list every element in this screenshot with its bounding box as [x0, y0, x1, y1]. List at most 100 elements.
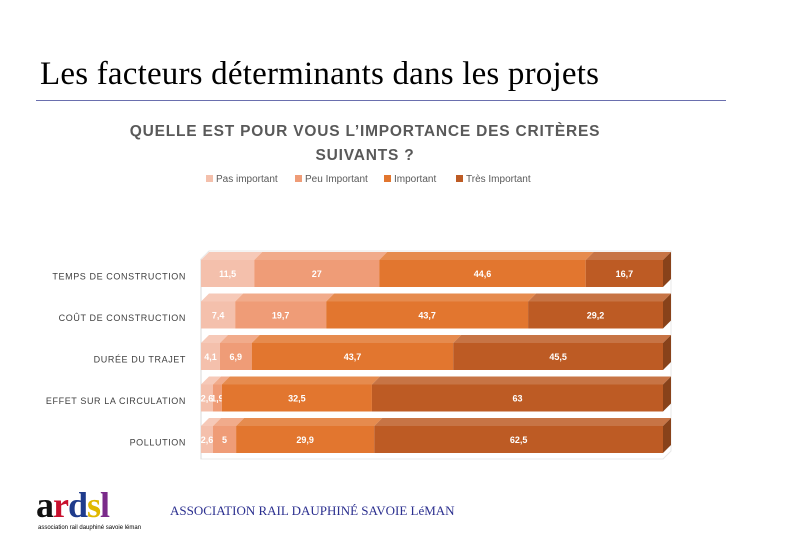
bar-top: [254, 252, 388, 260]
bar-segment-1-2: [254, 252, 388, 287]
value-label-2-1: 7,4: [212, 311, 225, 321]
bar-segment-3-2: [219, 335, 260, 370]
value-label-3-3: 43,7: [344, 352, 362, 362]
title-divider: [36, 100, 726, 101]
bar-top: [236, 418, 383, 426]
bar-segment-2-4: [528, 293, 671, 329]
value-label-4-4: 63: [512, 394, 522, 404]
value-label-5-1: 2,6: [201, 435, 214, 445]
legend-label-4: Très Important: [466, 174, 531, 185]
logo-letter-l: l: [100, 485, 110, 525]
bar-top: [201, 293, 244, 302]
bar-top: [213, 418, 245, 426]
chart-legend: Pas important Peu Important Important Très …: [206, 174, 531, 185]
ardsl-logo: ardsl: [36, 485, 110, 525]
bar-front: [201, 426, 214, 453]
bar-side: [663, 252, 671, 287]
bar-front: [221, 384, 372, 412]
value-label-5-2: 5: [222, 435, 227, 445]
bar-top: [374, 418, 671, 426]
logo-letter-d: d: [67, 485, 88, 525]
legend-swatch-4: [456, 175, 463, 182]
chart-title-line-2: SUIVANTS ?: [316, 147, 415, 164]
bar-segment-3-1: [201, 335, 228, 370]
bar-segment-2-2: [235, 293, 335, 329]
category-label-5: POLLUTION: [130, 438, 186, 448]
bar-segment-4-4: [371, 376, 671, 412]
bar-front: [585, 260, 663, 287]
bar-top: [219, 335, 260, 343]
bar-front: [201, 301, 236, 329]
category-label-4: EFFET SUR LA CIRCULATION: [46, 396, 186, 406]
bar-front: [219, 343, 252, 370]
value-label-2-4: 29,2: [587, 311, 605, 321]
logo-letter-r: r: [53, 485, 69, 525]
bar-top: [371, 376, 671, 385]
bar-top: [528, 293, 671, 302]
value-label-1-4: 16,7: [616, 269, 634, 279]
value-label-3-1: 4,1: [204, 352, 217, 362]
bar-front: [326, 301, 529, 329]
bar-segment-5-3: [236, 418, 383, 453]
bar-segment-2-1: [201, 293, 244, 329]
bar-segment-1-1: [201, 252, 263, 287]
bar-top: [326, 293, 537, 302]
bar-segment-5-4: [374, 418, 671, 453]
bar-front: [235, 301, 327, 329]
bar-front: [201, 260, 255, 287]
bar-front: [213, 384, 222, 412]
value-label-3-4: 45,5: [549, 352, 567, 362]
value-label-1-1: 11,5: [219, 269, 236, 279]
legend-label-1: Pas important: [216, 174, 278, 185]
bar-top: [453, 335, 671, 343]
bar-top: [213, 376, 230, 385]
legend-swatch-2: [295, 175, 302, 182]
bar-top: [201, 335, 228, 343]
bar-front: [453, 343, 663, 370]
bar-top: [201, 376, 222, 385]
bar-side: [663, 418, 671, 453]
bar-segment-5-1: [201, 418, 222, 453]
bar-segment-3-4: [453, 335, 671, 370]
bar-front: [201, 343, 220, 370]
bar-front: [371, 384, 663, 412]
bar-segment-5-2: [213, 418, 245, 453]
bar-front: [374, 426, 663, 453]
bar-front: [528, 301, 663, 329]
bar-front: [379, 260, 586, 287]
bar-segment-4-1: [201, 376, 222, 412]
bar-side: [663, 293, 671, 329]
value-label-4-2: 1,9: [211, 394, 224, 404]
value-label-5-4: 62,5: [510, 435, 528, 445]
bar-top: [585, 252, 671, 260]
value-label-2-3: 43,7: [418, 311, 436, 321]
bar-top: [379, 252, 594, 260]
category-label-2: COÛT DE CONSTRUCTION: [59, 313, 186, 323]
bar-front: [254, 260, 380, 287]
bar-segment-3-3: [251, 335, 462, 370]
bar-top: [235, 293, 335, 302]
bar-top: [201, 252, 263, 260]
footer: ardsl association rail dauphiné savoie l…: [0, 485, 800, 560]
value-label-4-1: 2,6: [201, 394, 214, 404]
legend-swatch-1: [206, 175, 213, 182]
bar-segment-1-3: [379, 252, 594, 287]
bar-segment-4-2: [213, 376, 230, 412]
bar-segment-1-4: [585, 252, 671, 287]
bar-side: [663, 376, 671, 412]
value-label-4-3: 32,5: [288, 394, 306, 404]
slide-title: Les facteurs déterminants dans les proje…: [40, 56, 600, 92]
bar-front: [251, 343, 454, 370]
chart-title-line-1: QUELLE EST POUR VOUS L’IMPORTANCE DES CR…: [130, 123, 601, 140]
bar-segment-2-3: [326, 293, 537, 329]
logo-subtitle: association rail dauphiné savoie léman: [38, 525, 142, 531]
legend-swatch-3: [384, 175, 391, 182]
bar-top: [201, 418, 222, 426]
bar-front: [236, 426, 375, 453]
category-label-1: TEMPS DE CONSTRUCTION: [52, 272, 186, 282]
logo-letter-a: a: [36, 485, 54, 525]
value-label-3-2: 6,9: [230, 352, 243, 362]
category-label-3: DURÉE DU TRAJET: [94, 355, 186, 365]
legend-label-3: Important: [394, 174, 436, 185]
legend-label-2: Peu Important: [305, 174, 368, 185]
